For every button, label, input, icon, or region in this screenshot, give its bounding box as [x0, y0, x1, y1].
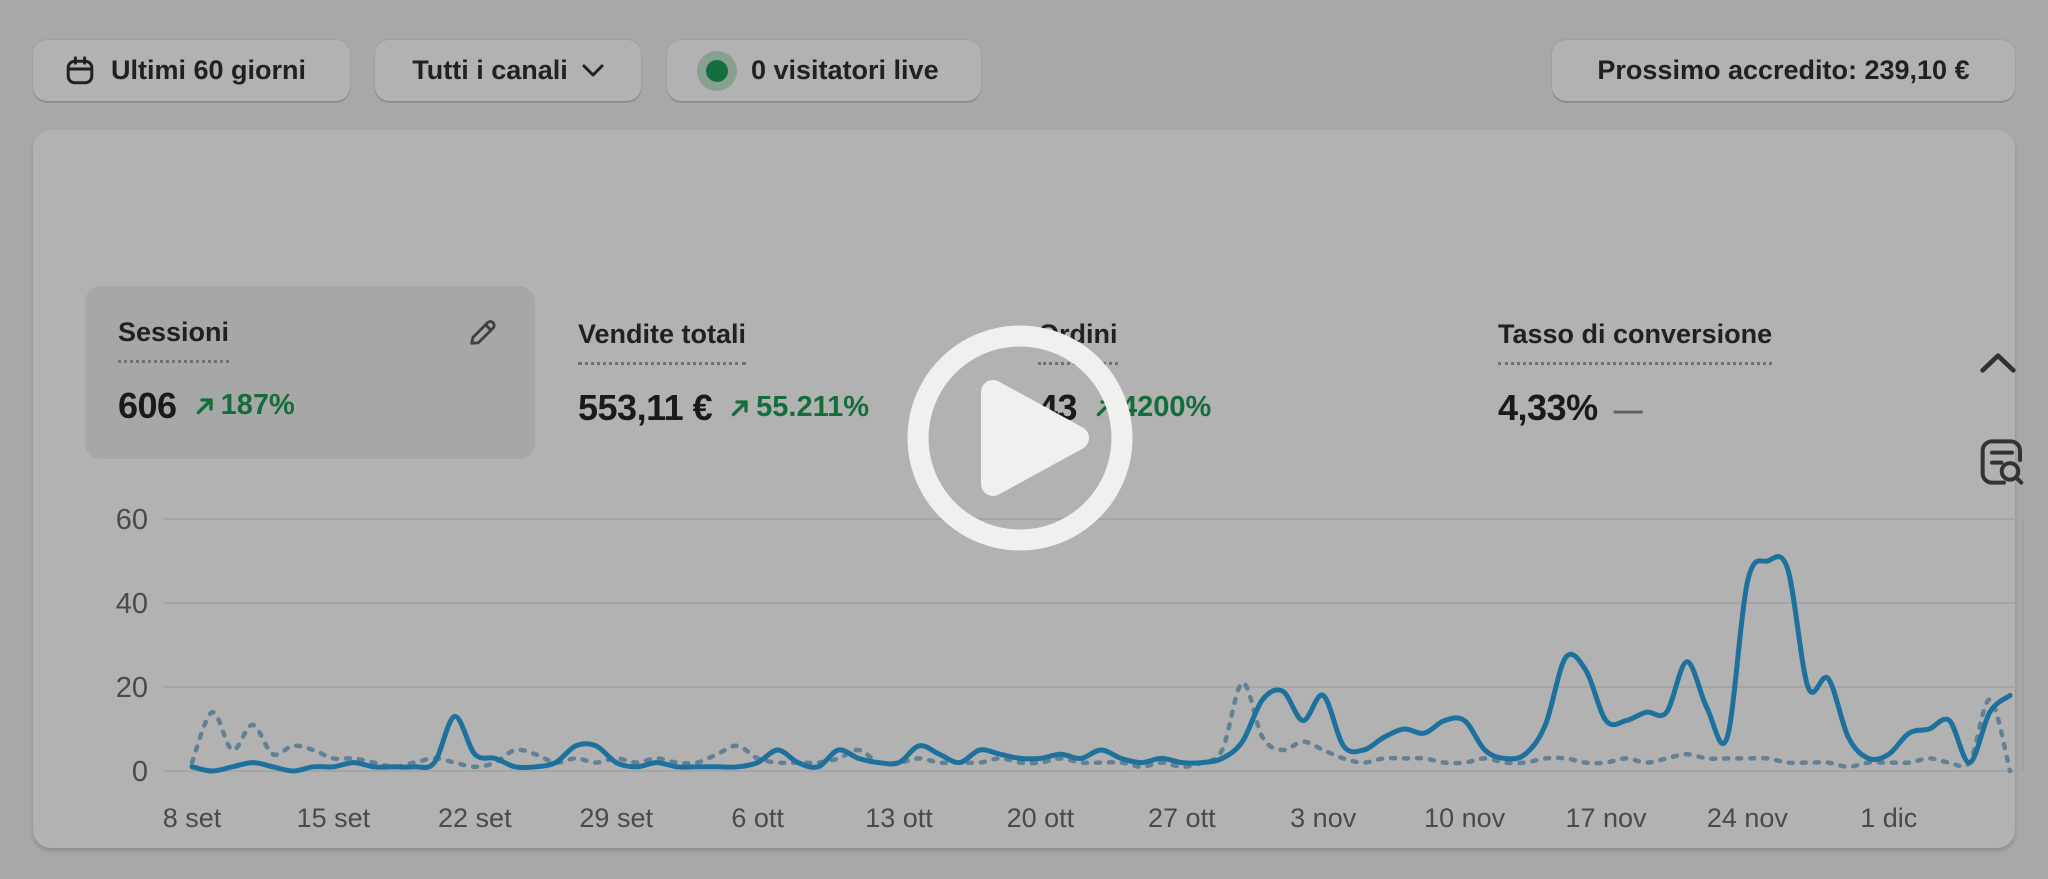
next-payout-button[interactable]: Prossimo accredito: 239,10 € — [1552, 40, 2015, 101]
svg-text:13 ott: 13 ott — [865, 803, 933, 833]
svg-text:24 nov: 24 nov — [1707, 803, 1789, 833]
svg-text:29 set: 29 set — [579, 803, 653, 833]
svg-text:10 nov: 10 nov — [1424, 803, 1506, 833]
svg-text:3 nov: 3 nov — [1290, 803, 1357, 833]
svg-text:20 ott: 20 ott — [1007, 803, 1075, 833]
live-indicator-dot — [706, 59, 728, 82]
metric-total-sales-value: 553,11 € — [578, 386, 713, 428]
collapse-chart-button[interactable] — [1979, 352, 2017, 374]
svg-text:17 nov: 17 nov — [1565, 803, 1647, 833]
toolbar: Ultimi 60 giorni Tutti i canali 0 visita… — [0, 0, 2048, 130]
metric-sessions-label[interactable]: Sessioni — [118, 316, 230, 363]
metric-conversion-rate-value: 4,33% — [1498, 386, 1598, 428]
edit-icon[interactable] — [465, 314, 501, 350]
metric-total-sales-label[interactable]: Vendite totali — [578, 318, 747, 365]
svg-text:15 set: 15 set — [297, 803, 371, 833]
metric-conversion-rate-delta: — — [1613, 394, 1643, 427]
live-indicator-halo — [697, 50, 737, 91]
metric-sessions-value: 606 — [118, 384, 177, 426]
metric-total-sales-delta: 55.211% — [728, 391, 869, 424]
metric-conversion-rate[interactable]: Tasso di conversione 4,33% — — [1498, 288, 1773, 429]
arrow-up-right-icon — [196, 398, 213, 415]
metric-conversion-rate-label[interactable]: Tasso di conversione — [1498, 318, 1773, 365]
channel-filter-label: Tutti i canali — [412, 55, 568, 85]
svg-text:27 ott: 27 ott — [1148, 803, 1216, 833]
report-search-icon — [1980, 439, 2024, 485]
svg-text:8 set: 8 set — [163, 803, 222, 833]
metric-sessions-delta: 187% — [193, 389, 295, 422]
report-search-button[interactable] — [1977, 436, 2027, 488]
live-visitors-button[interactable]: 0 visitatori live — [667, 40, 981, 101]
next-payout-label: Prossimo accredito: 239,10 € — [1597, 55, 1970, 85]
svg-text:1 dic: 1 dic — [1860, 803, 1917, 833]
chevron-down-icon — [582, 64, 604, 77]
date-range-button[interactable]: Ultimi 60 giorni — [33, 40, 350, 101]
analytics-card: Sessioni 606 187% Vendite totali — [33, 130, 2024, 848]
live-visitors-label: 0 visitatori live — [751, 55, 939, 85]
video-play-button[interactable] — [890, 308, 1150, 568]
svg-text:60: 60 — [116, 505, 148, 536]
play-icon — [907, 325, 1133, 551]
svg-text:20: 20 — [116, 672, 148, 704]
channel-filter-button[interactable]: Tutti i canali — [375, 40, 641, 101]
svg-text:0: 0 — [132, 756, 148, 788]
metric-total-sales[interactable]: Vendite totali 553,11 € 55.211% — [578, 288, 869, 429]
arrow-up-right-icon — [731, 400, 748, 417]
sessions-chart[interactable]: 0 20 40 60 8 set 15 set 22 set 29 set 6 ott 13 ot… — [93, 505, 2043, 845]
chevron-up-icon — [1980, 353, 2016, 373]
metric-sessions[interactable]: Sessioni 606 187% — [85, 286, 535, 459]
svg-text:40: 40 — [116, 588, 148, 620]
svg-text:22 set: 22 set — [438, 803, 512, 833]
svg-text:6 ott: 6 ott — [731, 803, 784, 833]
date-range-label: Ultimi 60 giorni — [111, 55, 307, 85]
calendar-icon — [66, 55, 94, 84]
